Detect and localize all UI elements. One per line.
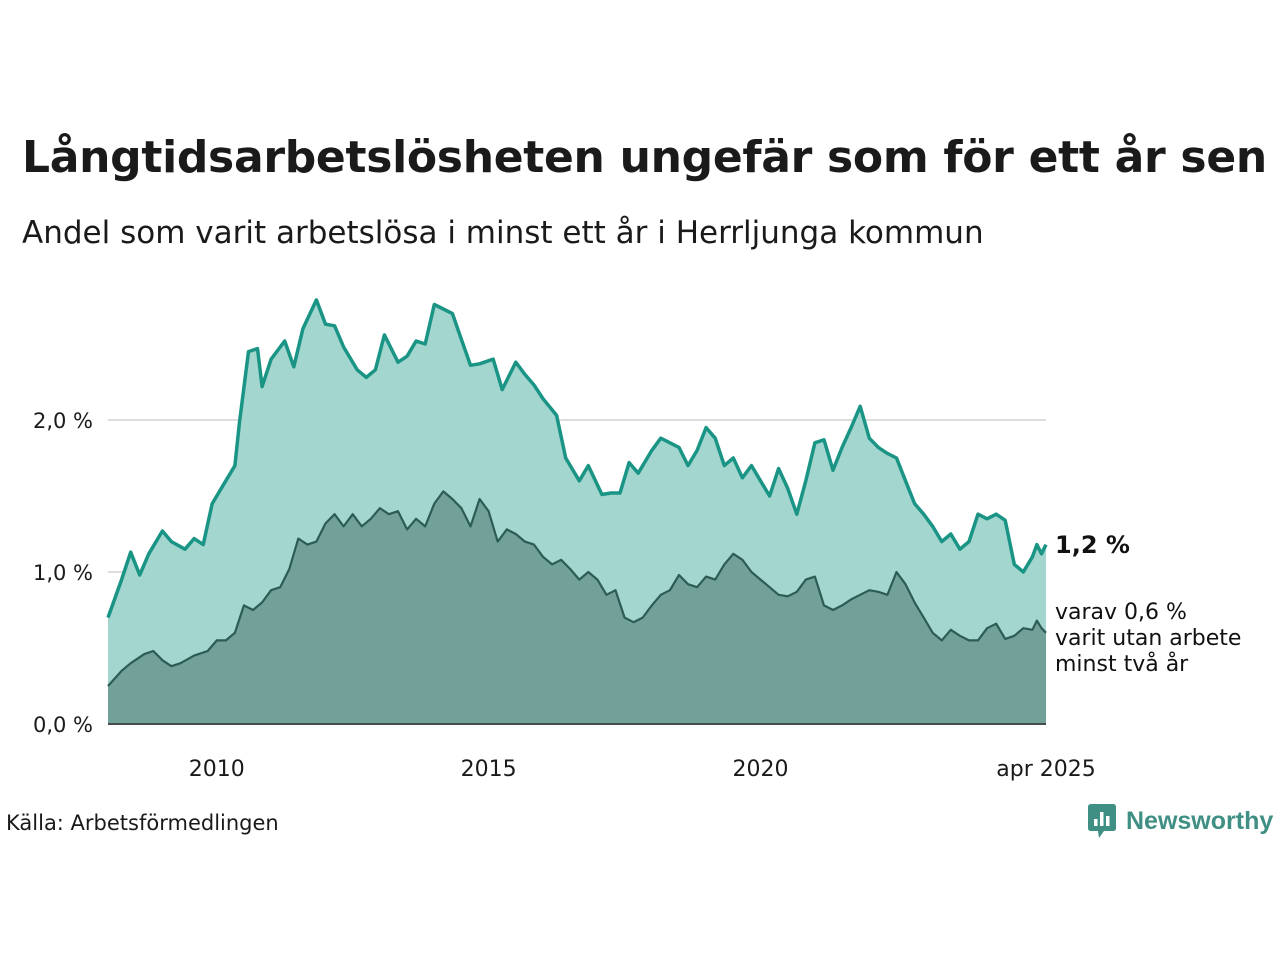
chart-subtitle: Andel som varit arbetslösa i minst ett å… (22, 215, 984, 251)
x-tick-label: 2015 (461, 757, 517, 782)
y-axis-ticks: 0,0 % 1,0 % 2,0 % (33, 409, 93, 737)
series-areas (106, 298, 1048, 725)
y-tick-label: 1,0 % (33, 561, 93, 585)
x-tick-label: 2020 (733, 757, 789, 782)
y-tick-label: 2,0 % (33, 409, 93, 433)
chart-title: Långtidsarbetslösheten ungefär som för e… (22, 132, 1267, 183)
x-axis-ticks: 2010 2015 2020 apr 2025 (189, 757, 1096, 782)
x-tick-label: apr 2025 (996, 757, 1095, 782)
newsworthy-logo-icon (1088, 804, 1116, 838)
two-year-unemployment-line (107, 490, 1047, 687)
end-label-main: 1,2 % (1055, 531, 1130, 559)
long-term-unemployment-line (106, 298, 1048, 619)
brand-logo: Newsworthy (1088, 804, 1273, 838)
x-tick-label: 2010 (189, 757, 245, 782)
end-label-sub-line: minst två år (1055, 651, 1189, 677)
y-tick-label: 0,0 % (33, 713, 93, 737)
source-note: Källa: Arbetsförmedlingen (6, 811, 279, 835)
brand-name: Newsworthy (1126, 806, 1274, 835)
two-year-unemployment-area (108, 491, 1046, 724)
end-label-sub-line: varav 0,6 % (1055, 600, 1187, 625)
end-label-sub-line: varit utan arbete (1055, 626, 1241, 651)
